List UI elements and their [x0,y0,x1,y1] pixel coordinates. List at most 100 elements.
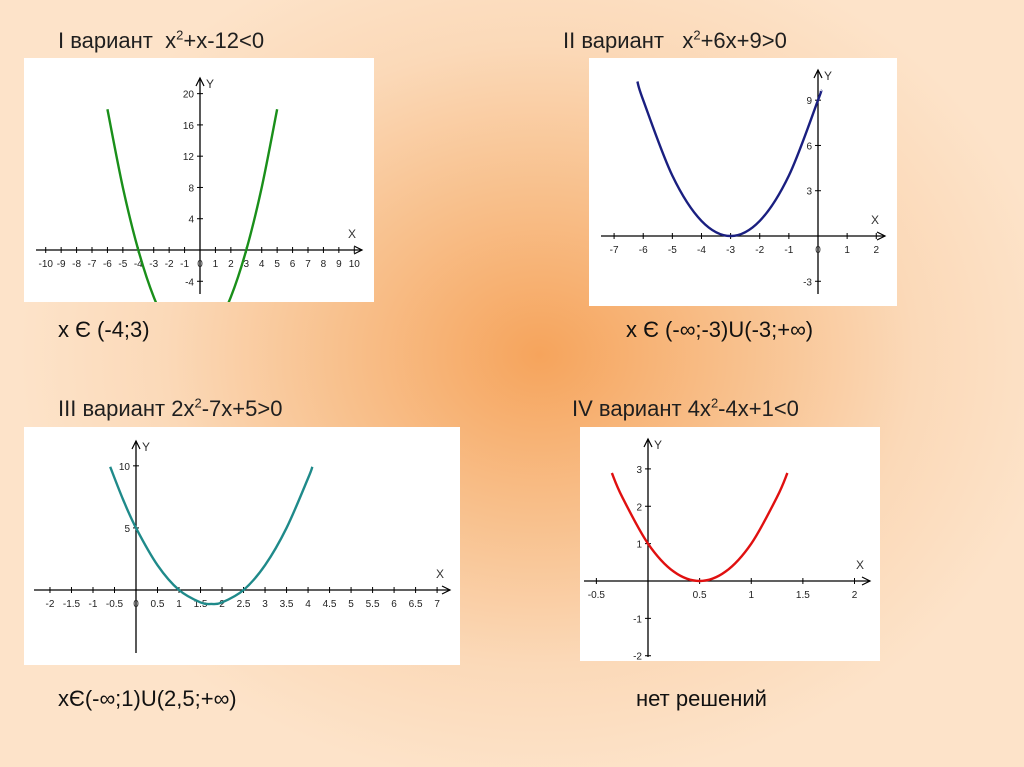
y-tick-label: -4 [185,277,194,288]
x-tick-label: 4.5 [323,599,337,610]
x-tick-label: 0.5 [151,599,165,610]
x-tick-label: -1 [180,259,189,270]
x-tick-label: -2 [165,259,174,270]
y-axis-arrow [813,68,823,79]
x-axis-label: X [348,227,356,241]
chart-panel-2: X Y -7 -6 -5 -4 -3 -2 -1 0 1 2 9 6 3 -3 [589,58,897,306]
y-tick-label: 10 [119,462,131,473]
y-axis-label: Y [654,438,662,452]
x-tick-label: -6 [103,259,112,270]
chart-1: XY-10 -9 -8 -7 -6 -5 -4 -3 -2 -1 0 1 2 3 4 5 6 7 8 9 1020161… [36,76,364,302]
x-tick-label: 5 [274,259,280,270]
x-tick-label: -10 [38,259,53,270]
x-axis-arrow [861,576,872,586]
y-tick-label: 20 [183,90,195,101]
x-tick-label: 1 [176,599,182,610]
x-tick-label: 0 [133,599,139,610]
x-tick-label: -2 [46,599,55,610]
x-tick-label: 3 [262,599,268,610]
chart-3: X Y -2 -1.5 -1 -0.5 0 0.5 1 1.5 2 2.5 3 3.5 4 4.5 5 5.5 6 6… [34,439,452,653]
y-axis-label: Y [824,69,832,83]
x-tick-label: -4 [134,259,143,270]
variant-2-title: II вариант x2+6x+9>0 [563,27,787,53]
x-tick-label: 7 [434,599,440,610]
y-tick-label: 9 [806,96,812,107]
x-tick-label: -9 [57,259,66,270]
variant-4-answer: нет решений [636,686,767,711]
variant-2-answer: x Є (-∞;-3)U(-3;+∞) [626,317,814,342]
series-line [106,109,279,302]
x-tick-label: 6 [290,259,296,270]
x-tick-label: 9 [336,259,342,270]
y-tick-label: 12 [183,152,195,163]
y-tick-label: 5 [124,524,130,535]
x-tick-label: 1.5 [194,599,208,610]
y-tick-label: 3 [806,187,812,198]
x-tick-label: 1 [748,590,754,601]
x-axis-label: X [871,213,879,227]
y-tick-label: 2 [636,502,642,513]
x-tick-label: -8 [72,259,81,270]
x-tick-label: -1.5 [63,599,81,610]
x-tick-label: 5 [348,599,354,610]
x-tick-label: 0 [815,245,821,256]
y-axis-arrow [643,437,653,448]
series-line [109,466,314,606]
y-axis-label: Y [142,440,150,454]
x-tick-label: -1 [784,245,793,256]
y-tick-label: 4 [188,215,194,226]
x-tick-label: -0.5 [588,590,606,601]
y-tick-label: 6 [806,141,812,152]
x-tick-label: 2 [852,590,858,601]
x-tick-label: 6.5 [409,599,423,610]
x-axis-label: X [436,567,444,581]
x-tick-label: 0.5 [693,590,707,601]
x-axis-arrow [353,245,364,255]
x-tick-label: 1 [844,245,850,256]
x-tick-label: 2 [228,259,234,270]
y-tick-label: 3 [636,465,642,476]
x-axis-arrow [441,585,452,595]
x-tick-label: -7 [88,259,97,270]
variant-1-answer: x Є (-4;3) [58,317,150,342]
y-axis-arrow [131,439,141,450]
chart-panel-1: X Y -10 -9 -8 -7 -6 -5 -4 -3 -2 -1 0 1 2 3 4 5 6 7 8 9 10 20 16 1… [24,58,374,302]
variant-4-title: IV вариант 4x2-4x+1<0 [572,395,799,421]
x-tick-label: 4 [305,599,311,610]
x-tick-label: -0.5 [106,599,124,610]
x-tick-label: -5 [118,259,127,270]
x-tick-label: -5 [668,245,677,256]
x-tick-label: 2.5 [237,599,251,610]
variant-3-title: III вариант 2x2-7x+5>0 [58,395,283,421]
y-tick-label: 8 [188,183,194,194]
x-tick-label: 6 [391,599,397,610]
x-tick-label: -1 [89,599,98,610]
x-tick-label: 4 [259,259,265,270]
x-tick-label: 8 [321,259,327,270]
x-tick-label: 2 [873,245,879,256]
x-tick-label: -3 [726,245,735,256]
y-tick-label: -2 [633,652,642,661]
y-tick-label: -1 [633,614,642,625]
x-tick-label: 0 [197,259,203,270]
y-axis-label: Y [206,77,214,91]
x-tick-label: -3 [149,259,158,270]
chart-4: X Y -0.5 0.5 1 1.5 2 3 2 1 -1 -2 [584,437,872,661]
x-tick-label: 5.5 [366,599,380,610]
series-line [610,472,789,583]
chart-panel-4: X Y -0.5 0.5 1 1.5 2 3 2 1 -1 -2 [580,427,880,661]
y-tick-label: -3 [803,277,812,288]
x-tick-label: 3 [244,259,250,270]
x-tick-label: 10 [349,259,361,270]
x-tick-label: 1.5 [796,590,810,601]
x-axis-arrow [876,231,887,241]
x-tick-label: 7 [305,259,311,270]
variant-1-title: I вариант x2+x-12<0 [58,27,265,53]
x-tick-label: -2 [755,245,764,256]
x-tick-label: -6 [639,245,648,256]
chart-panel-3: X Y -2 -1.5 -1 -0.5 0 0.5 1 1.5 2 2.5 3 3.5 4 4.5 5 5.5 6 6… [24,427,460,665]
x-tick-label: -4 [697,245,706,256]
y-axis-arrow [195,76,205,87]
variant-3-answer: xЄ(-∞;1)U(2,5;+∞) [58,686,237,711]
